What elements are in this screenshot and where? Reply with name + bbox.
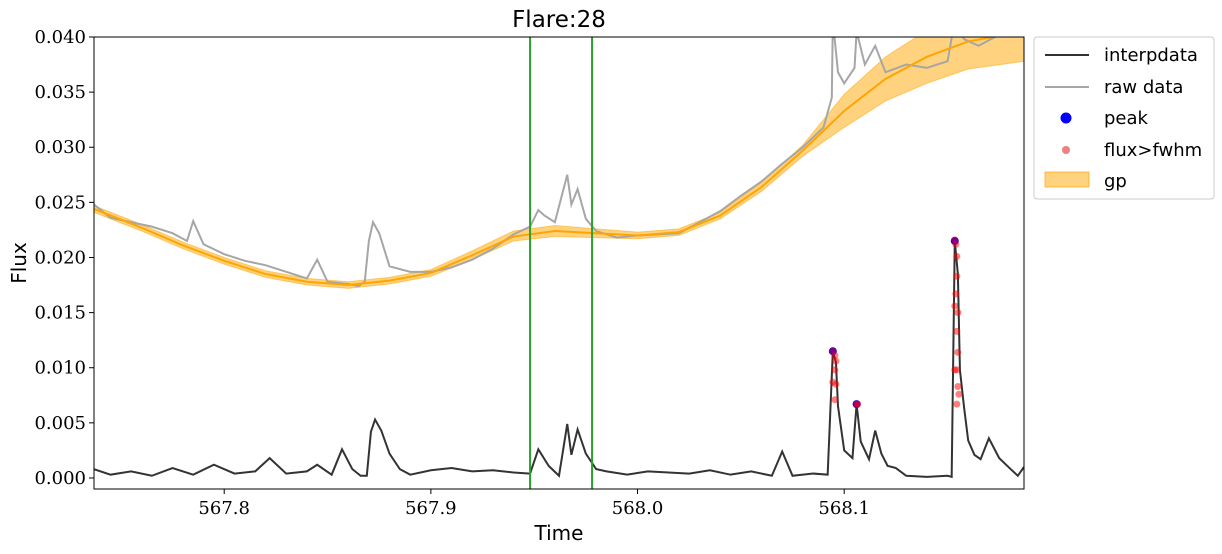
legend-swatch-flux-fwhm bbox=[1062, 146, 1070, 154]
legend-label-interpdata: interpdata bbox=[1104, 45, 1198, 66]
flux-fwhm-point bbox=[832, 380, 840, 388]
legend-frame bbox=[1033, 36, 1215, 200]
flux-fwhm-point bbox=[953, 252, 961, 260]
y-tick-label: 0.025 bbox=[34, 192, 86, 213]
y-tick-label: 0.020 bbox=[34, 247, 86, 268]
x-axis: 567.8 567.9 568.0 568.1 bbox=[198, 489, 870, 519]
legend-label-peak: peak bbox=[1104, 108, 1149, 129]
y-axis-label: Flux bbox=[7, 242, 31, 284]
flux-fwhm-point bbox=[954, 382, 962, 390]
y-axis: 0.000 0.005 0.010 0.015 0.020 0.025 0.030 0.035… bbox=[34, 27, 94, 489]
y-tick-label: 0.000 bbox=[34, 468, 86, 489]
raw-data-line bbox=[94, 37, 998, 288]
flux-fwhm-point bbox=[831, 366, 839, 374]
x-tick-label: 568.0 bbox=[612, 498, 664, 519]
flux-fwhm-point bbox=[952, 290, 960, 298]
flux-fwhm-point bbox=[831, 396, 839, 404]
flux-fwhm-point bbox=[955, 390, 963, 398]
flux-fwhm-point bbox=[854, 400, 862, 408]
y-tick-label: 0.015 bbox=[34, 303, 86, 324]
y-tick-label: 0.005 bbox=[34, 413, 86, 434]
legend-swatch-peak bbox=[1060, 112, 1072, 124]
gp-band bbox=[94, 37, 1024, 289]
x-tick-label: 567.8 bbox=[198, 498, 250, 519]
time-window-lines bbox=[529, 37, 594, 489]
flux-fwhm-point bbox=[953, 272, 961, 280]
y-tick-label: 0.035 bbox=[34, 82, 86, 103]
chart-title: Flare:28 bbox=[512, 7, 606, 33]
flux-fwhm-point bbox=[953, 400, 961, 408]
y-tick-label: 0.040 bbox=[34, 27, 86, 48]
legend-label-raw-data: raw data bbox=[1104, 77, 1183, 98]
flux-fwhm-point bbox=[954, 309, 962, 317]
flux-fwhm-point bbox=[953, 366, 961, 374]
gp-mean-line bbox=[94, 37, 999, 287]
x-axis-label: Time bbox=[534, 521, 584, 545]
flux-fwhm-point bbox=[951, 302, 959, 310]
flux-fwhm-point bbox=[832, 357, 840, 365]
flux-fwhm-point bbox=[954, 348, 962, 356]
legend-label-gp: gp bbox=[1104, 171, 1127, 192]
flux-fwhm-point bbox=[831, 352, 839, 360]
legend-label-flux-fwhm: flux>fwhm bbox=[1104, 140, 1202, 161]
flux-fwhm-point bbox=[953, 327, 961, 335]
interpdata-line bbox=[94, 240, 1024, 479]
y-tick-label: 0.030 bbox=[34, 137, 86, 158]
plot-area bbox=[94, 37, 1024, 479]
x-tick-label: 567.9 bbox=[405, 498, 457, 519]
legend: interpdata raw data peak flux>fwhm gp bbox=[1033, 36, 1215, 200]
y-tick-label: 0.010 bbox=[34, 358, 86, 379]
legend-swatch-gp bbox=[1044, 171, 1090, 188]
x-tick-label: 568.1 bbox=[818, 498, 870, 519]
plot-frame bbox=[93, 36, 1025, 490]
flux-fwhm-point bbox=[952, 240, 960, 248]
